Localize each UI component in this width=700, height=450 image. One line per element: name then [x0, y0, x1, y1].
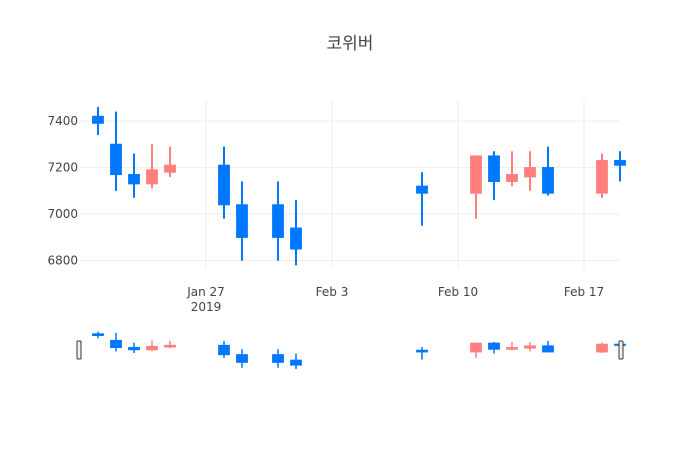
candle — [128, 153, 140, 198]
range-slider[interactable] — [76, 330, 626, 370]
candle-body — [506, 174, 518, 183]
candle-body — [524, 167, 536, 178]
candle-body — [92, 115, 104, 124]
candle-body — [506, 347, 518, 350]
candle — [272, 349, 284, 368]
candle — [488, 342, 500, 354]
candle-body — [470, 342, 482, 353]
candle-body — [128, 347, 140, 351]
candle — [218, 146, 230, 219]
x-tick-label: Feb 17 — [564, 285, 604, 299]
candle-body — [290, 359, 302, 366]
candle — [110, 332, 122, 352]
candle-body — [416, 349, 428, 353]
candle — [470, 342, 482, 358]
main-grid — [80, 100, 620, 270]
y-tick-label: 7200 — [47, 161, 78, 175]
candle-body — [146, 345, 158, 351]
x-tick-label: Feb 3 — [316, 285, 349, 299]
y-tick-label: 7400 — [47, 114, 78, 128]
range-slider-left-handle[interactable] — [76, 340, 82, 360]
candle-body — [146, 169, 158, 185]
candle-body — [596, 160, 608, 194]
x-tick-label: Jan 27 — [186, 285, 225, 299]
candle — [596, 153, 608, 198]
candle-body — [110, 143, 122, 176]
candle — [92, 106, 104, 135]
candle-body — [128, 174, 140, 185]
candle — [110, 111, 122, 191]
candle-body — [488, 155, 500, 183]
candle — [488, 151, 500, 201]
candle-body — [290, 227, 302, 250]
candle — [218, 340, 230, 358]
candle — [146, 340, 158, 351]
candle — [290, 353, 302, 369]
candle — [542, 146, 554, 196]
candle-body — [614, 160, 626, 166]
range-slider-background — [80, 330, 620, 370]
candle-body — [542, 167, 554, 194]
candle-body — [488, 342, 500, 350]
candle-body — [236, 204, 248, 238]
candle-body — [542, 345, 554, 353]
y-tick-label: 6800 — [47, 254, 78, 268]
candle-body — [272, 354, 284, 363]
candle — [506, 342, 518, 351]
candle-body — [524, 345, 536, 349]
candle — [164, 340, 176, 349]
x-tick-label: Feb 10 — [438, 285, 478, 299]
candle — [470, 155, 482, 219]
candle-body — [416, 185, 428, 194]
candle — [164, 146, 176, 177]
candle — [614, 151, 626, 182]
candle — [416, 346, 428, 360]
candle — [92, 331, 104, 339]
candle-body — [236, 354, 248, 363]
main-plot-candles — [92, 106, 626, 266]
y-tick-label: 7000 — [47, 207, 78, 221]
candle-body — [596, 343, 608, 353]
candle-body — [92, 333, 104, 336]
candle-body — [110, 339, 122, 349]
range-slider-candles — [92, 331, 626, 369]
candle — [236, 181, 248, 261]
candle — [146, 144, 158, 189]
candle — [128, 342, 140, 354]
candle — [524, 151, 536, 191]
candle — [272, 181, 284, 261]
candle — [416, 172, 428, 226]
candle — [596, 342, 608, 354]
range-slider-right-handle[interactable] — [618, 340, 624, 360]
candle — [236, 349, 248, 368]
candle-body — [218, 164, 230, 206]
candle-body — [218, 344, 230, 356]
chart-title: 코위버 — [327, 34, 374, 54]
candle-body — [164, 164, 176, 173]
y-axis-ticks: 6800 7000 7200 7400 — [47, 114, 78, 268]
x-tick-sublabel: 2019 — [191, 300, 222, 314]
candle — [542, 340, 554, 353]
candle — [506, 151, 518, 187]
candle-body — [164, 344, 176, 348]
candle-body — [272, 204, 284, 238]
candle-body — [470, 155, 482, 194]
candle — [290, 200, 302, 266]
candle — [524, 342, 536, 352]
